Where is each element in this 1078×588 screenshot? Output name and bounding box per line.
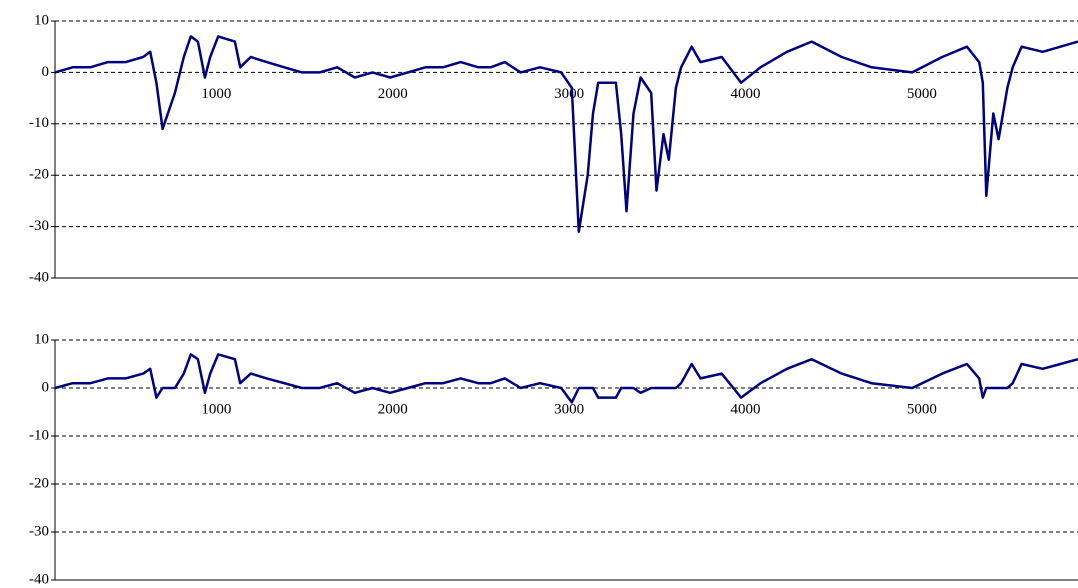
- data-line: [54, 353, 1078, 404]
- x-tick-label: 5000: [907, 86, 937, 102]
- y-tick-label: -30: [29, 218, 49, 234]
- y-tick-label: -20: [29, 475, 49, 491]
- x-tick-label: 2000: [378, 86, 408, 102]
- y-tick-label: -10: [29, 115, 49, 131]
- y-tick-label: -40: [29, 269, 49, 285]
- y-tick-label: 0: [42, 64, 50, 80]
- y-tick-label: 10: [34, 12, 49, 28]
- x-tick-label: 4000: [731, 86, 761, 102]
- x-tick-label: 1000: [201, 401, 231, 417]
- data-line: [54, 35, 1078, 233]
- y-tick-label: 10: [34, 331, 49, 347]
- y-tick-label: -10: [29, 427, 49, 443]
- y-tick-label: -40: [29, 571, 49, 587]
- y-tick-label: 0: [42, 379, 50, 395]
- x-tick-label: 3000: [554, 86, 584, 102]
- y-tick-label: -30: [29, 523, 49, 539]
- x-tick-label: 2000: [378, 401, 408, 417]
- x-tick-label: 1000: [201, 86, 231, 102]
- x-tick-label: 4000: [731, 401, 761, 417]
- x-tick-label: 3000: [554, 401, 584, 417]
- y-tick-label: -20: [29, 167, 49, 183]
- x-tick-label: 5000: [907, 401, 937, 417]
